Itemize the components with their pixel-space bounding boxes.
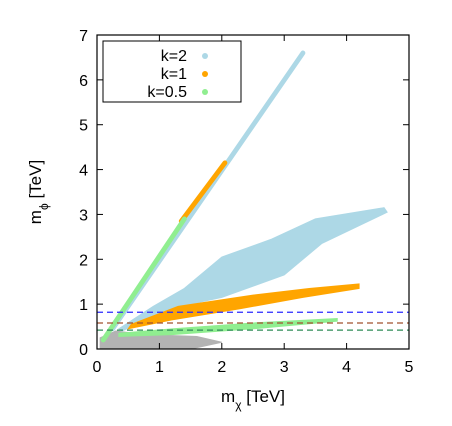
legend-label: k=2 [161,48,187,65]
y-tick-label: 2 [79,252,88,269]
x-tick-label: 5 [405,359,414,376]
data-layer [99,50,388,350]
y-tick-label: 1 [79,297,88,314]
y-tick-label: 7 [79,28,88,45]
data-band [100,216,187,343]
x-tick-label: 0 [93,359,102,376]
y-axis-label: mϕ [TeV] [26,160,51,224]
legend-box [102,40,242,103]
legend-label: k=1 [161,66,187,83]
x-tick-label: 2 [217,359,226,376]
legend: k=2k=1k=0.5 [102,40,242,103]
plot-frame [96,34,410,350]
data-band [178,160,228,224]
y-tick-label: 6 [79,73,88,90]
reference-lines [97,311,409,331]
x-tick-label: 3 [280,359,289,376]
y-axis-label-main: m [26,210,45,224]
x-tick-label: 1 [155,359,164,376]
legend-label: k=0.5 [147,84,187,101]
legend-marker [202,71,208,77]
x-axis-label-unit: [TeV] [242,387,285,406]
y-tick-label: 5 [79,118,88,135]
x-axis-label: mχ [TeV] [221,387,285,412]
y-tick-label: 3 [79,207,88,224]
y-axis-label-unit: [TeV] [26,160,45,203]
legend-marker [202,53,208,59]
axis-ticks: 0 1 2 3 4 5 0 1 2 3 4 5 6 7 [79,28,413,376]
legend-marker [202,89,208,95]
x-tick-label: 4 [342,359,351,376]
x-axis-label-sub: χ [235,398,242,412]
y-tick-label: 0 [79,342,88,359]
y-tick-label: 4 [79,163,88,180]
x-axis-label-main: m [221,387,235,406]
y-axis-label-sub: ϕ [37,203,51,210]
